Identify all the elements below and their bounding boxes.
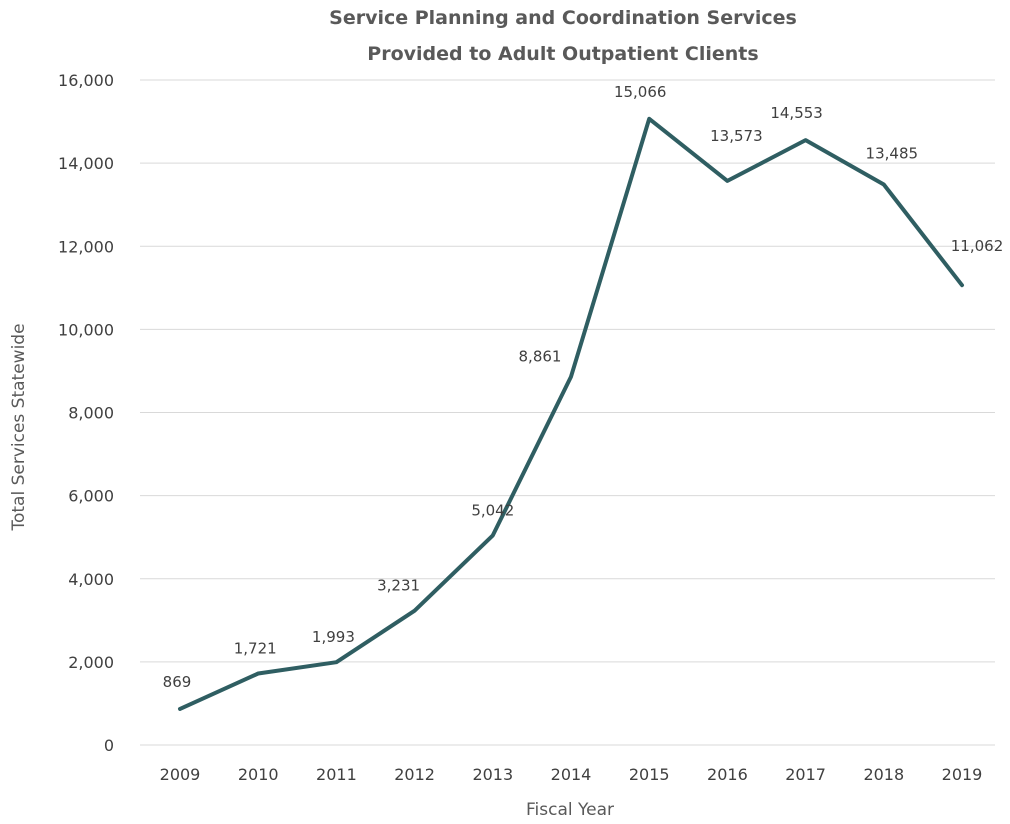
- x-axis-title: Fiscal Year: [526, 800, 614, 820]
- data-label: 15,066: [614, 83, 667, 101]
- x-axis-ticks: 2009 2010 2011 2012 2013 2014 2015 2016 2017 2018…: [160, 765, 983, 784]
- series-layer: [178, 116, 964, 711]
- y-tick-label: 6,000: [68, 487, 114, 506]
- data-label: 1,993: [312, 628, 355, 646]
- data-label: 13,573: [710, 127, 763, 145]
- data-label: 1,721: [234, 639, 277, 657]
- data-label: 11,062: [951, 237, 1004, 255]
- x-tick-label: 2009: [160, 765, 201, 784]
- y-tick-label: 4,000: [68, 570, 114, 589]
- x-tick-label: 2018: [863, 765, 904, 784]
- data-label: 3,231: [377, 577, 420, 595]
- data-label: 869: [163, 673, 192, 691]
- x-tick-label: 2019: [942, 765, 983, 784]
- y-tick-label: 16,000: [58, 71, 114, 90]
- y-tick-label: 12,000: [58, 237, 114, 256]
- x-tick-label: 2017: [785, 765, 826, 784]
- y-tick-label: 0: [104, 736, 114, 755]
- x-tick-label: 2014: [551, 765, 592, 784]
- data-label: 8,861: [519, 348, 562, 366]
- data-label: 14,553: [770, 104, 823, 122]
- x-tick-label: 2010: [238, 765, 279, 784]
- gridlines: [140, 79, 995, 746]
- data-label: 5,042: [471, 501, 514, 519]
- series-line: [178, 116, 964, 711]
- x-tick-label: 2013: [472, 765, 513, 784]
- data-label: 13,485: [866, 145, 919, 163]
- data-labels: 869 1,721 1,993 3,231 5,042 8,861 15,066 13,573…: [163, 83, 1004, 691]
- y-axis-title: Total Services Statewide: [9, 323, 29, 531]
- y-tick-label: 10,000: [58, 320, 114, 339]
- chart-title: Service Planning and Coordination Servic…: [329, 7, 797, 29]
- y-tick-label: 2,000: [68, 653, 114, 672]
- x-tick-label: 2012: [394, 765, 435, 784]
- x-tick-label: 2011: [316, 765, 357, 784]
- x-tick-label: 2015: [629, 765, 670, 784]
- x-tick-label: 2016: [707, 765, 748, 784]
- y-axis-ticks: 0 2,000 4,000 6,000 8,000 10,000 12,000 14,000 1…: [58, 71, 114, 755]
- y-tick-label: 8,000: [68, 404, 114, 423]
- y-tick-label: 14,000: [58, 154, 114, 173]
- chart-subtitle: Provided to Adult Outpatient Clients: [367, 43, 758, 65]
